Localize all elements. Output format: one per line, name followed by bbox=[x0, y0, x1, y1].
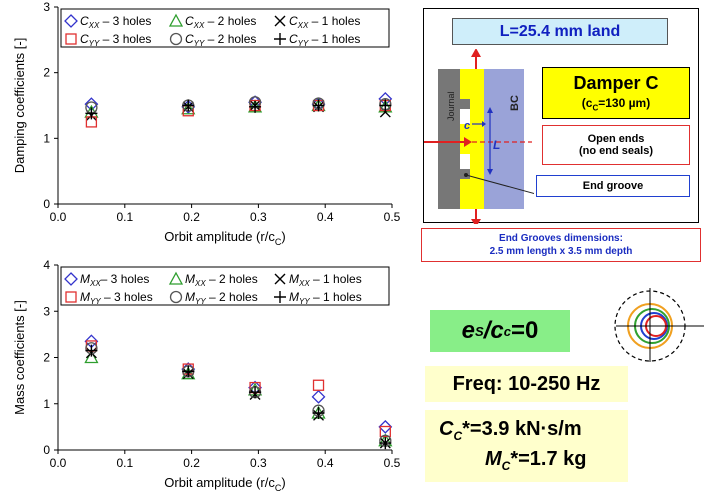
point-triangle bbox=[84, 350, 99, 364]
point-triangle bbox=[181, 101, 196, 115]
legend-label: CYY – 3 holes bbox=[80, 32, 151, 48]
y-axis-label: Damping coefficients [-] bbox=[12, 38, 27, 174]
groove-top bbox=[460, 99, 470, 109]
end-groove-label: End groove bbox=[582, 180, 644, 192]
grooves-dim-line2: 2.5 mm length x 3.5 mm depth bbox=[489, 246, 633, 257]
x-tick-label: 0.5 bbox=[384, 210, 400, 224]
legend-marker-square bbox=[65, 291, 77, 303]
y-tick-label: 3 bbox=[43, 0, 50, 14]
damper-schematic: c L Journal BC bbox=[424, 49, 534, 224]
x-tick-label: 0.4 bbox=[317, 210, 334, 224]
land-title-box: L=25.4 mm land bbox=[452, 18, 668, 45]
point-square bbox=[312, 379, 325, 391]
point-triangle bbox=[181, 366, 196, 380]
legend-label: MXX – 2 holes bbox=[185, 272, 258, 288]
y-axis-label: Mass coefficients [-] bbox=[12, 300, 27, 415]
legend-marker-circle bbox=[169, 290, 183, 304]
legend-box bbox=[60, 266, 390, 306]
y-tick-label: 1 bbox=[43, 131, 50, 145]
grooves-dimensions-box: End Grooves dimensions: 2.5 mm length x … bbox=[421, 228, 701, 262]
open-ends-box: Open ends (no end seals) bbox=[542, 125, 690, 165]
x-tick-label: 0.4 bbox=[317, 456, 334, 470]
legend-marker-diamond bbox=[64, 272, 78, 286]
legend-marker-plus bbox=[274, 291, 286, 303]
open-ends-line1: Open ends bbox=[587, 133, 645, 145]
point-square bbox=[379, 425, 391, 438]
open-ends-line2: (no end seals) bbox=[579, 145, 653, 157]
legend-label: MXX – 1 holes bbox=[289, 272, 362, 288]
damper-diagram-panel: L=25.4 mm land c L Journal BC bbox=[423, 8, 699, 224]
cc-value: CC*=3.9 kN·s/m bbox=[439, 418, 582, 443]
point-plus bbox=[182, 365, 195, 378]
y-tick-label: 0 bbox=[43, 443, 50, 457]
legend-marker-diamond bbox=[64, 14, 78, 28]
y-tick-label: 3 bbox=[43, 304, 50, 318]
x-axis-label: Orbit amplitude (r/cC) bbox=[164, 229, 285, 247]
journal-region bbox=[438, 69, 460, 209]
eccentricity-box: e S/c c =0 bbox=[430, 310, 570, 352]
point-diamond bbox=[311, 389, 326, 404]
point-plus bbox=[85, 344, 98, 357]
legend-label: CXX – 1 holes bbox=[289, 14, 360, 30]
point-plus bbox=[312, 99, 325, 112]
point-plus bbox=[182, 99, 195, 112]
frequency-label: Freq: 10-250 Hz bbox=[452, 372, 601, 395]
point-plus bbox=[249, 100, 262, 113]
damper-clearance: (cC=130 µm) bbox=[581, 96, 651, 113]
legend-label: CXX – 2 holes bbox=[185, 14, 256, 30]
point-plus bbox=[379, 99, 392, 112]
legend-label: MXX– 3 holes bbox=[80, 272, 149, 288]
legend-marker-circle bbox=[169, 32, 183, 46]
x-tick-label: 0.1 bbox=[116, 210, 133, 224]
x-tick-label: 0.2 bbox=[183, 456, 200, 470]
y-tick-label: 1 bbox=[43, 397, 50, 411]
legend-label: CYY – 1 holes bbox=[289, 32, 360, 48]
legend-marker-triangle bbox=[168, 271, 184, 285]
x-tick-label: 0.1 bbox=[116, 456, 133, 470]
legend-label: CYY – 2 holes bbox=[185, 32, 256, 48]
damper-name-box: Damper C (cC=130 µm) bbox=[542, 67, 690, 119]
legend-label: CXX – 3 holes bbox=[80, 14, 151, 30]
legend-label: MYY – 3 holes bbox=[80, 290, 153, 306]
y-tick-label: 4 bbox=[43, 258, 50, 272]
legend-marker-x bbox=[274, 15, 286, 27]
bc-label: BC bbox=[509, 95, 521, 111]
end-groove-box: End groove bbox=[536, 175, 690, 197]
grooves-dim-line1: End Grooves dimensions: bbox=[499, 233, 623, 244]
legend-marker-square bbox=[65, 33, 77, 45]
journal-label: Journal bbox=[446, 91, 456, 121]
l-label: L bbox=[493, 138, 500, 152]
x-tick-label: 0.0 bbox=[50, 456, 67, 470]
land-title: L=25.4 mm land bbox=[499, 22, 621, 40]
point-plus bbox=[312, 407, 325, 419]
legend-marker-plus bbox=[274, 33, 286, 45]
x-tick-label: 0.3 bbox=[250, 456, 267, 470]
point-plus bbox=[85, 107, 98, 120]
x-tick-label: 0.0 bbox=[50, 210, 67, 224]
legend-label: MYY – 2 holes bbox=[185, 290, 258, 306]
coefficients-box: CC*=3.9 kN·s/m MC*=1.7 kg bbox=[425, 410, 628, 482]
legend-marker-x bbox=[274, 273, 286, 285]
x-tick-label: 0.2 bbox=[183, 210, 200, 224]
y-tick-label: 2 bbox=[43, 66, 50, 80]
orbit-icon bbox=[614, 288, 704, 362]
squeeze-film bbox=[460, 69, 484, 209]
legend-marker-triangle bbox=[168, 13, 184, 27]
mass-chart: 0 1 2 3 4 0.0 0.1 0.2 0.3 0.4 0.5 Mass coefficients… bbox=[12, 258, 400, 493]
x-tick-label: 0.5 bbox=[384, 456, 400, 470]
mc-value: MC*=1.7 kg bbox=[485, 448, 587, 473]
x-axis-label: Orbit amplitude (r/cC) bbox=[164, 475, 285, 493]
x-tick-label: 0.3 bbox=[250, 210, 267, 224]
damper-title: Damper C bbox=[573, 73, 659, 94]
y-tick-label: 2 bbox=[43, 351, 50, 365]
frequency-box: Freq: 10-250 Hz bbox=[425, 366, 628, 402]
damping-chart: 0 1 2 3 0.0 0.1 0.2 0.3 0.4 0.5 Damping coefficien… bbox=[12, 0, 400, 247]
legend-label: MYY – 1 holes bbox=[289, 290, 362, 306]
y-tick-label: 0 bbox=[43, 197, 50, 211]
legend-box bbox=[60, 8, 390, 48]
c-label: c bbox=[464, 120, 470, 132]
point-plus bbox=[249, 386, 262, 399]
point-plus bbox=[379, 437, 392, 450]
point-diamond bbox=[378, 419, 393, 434]
